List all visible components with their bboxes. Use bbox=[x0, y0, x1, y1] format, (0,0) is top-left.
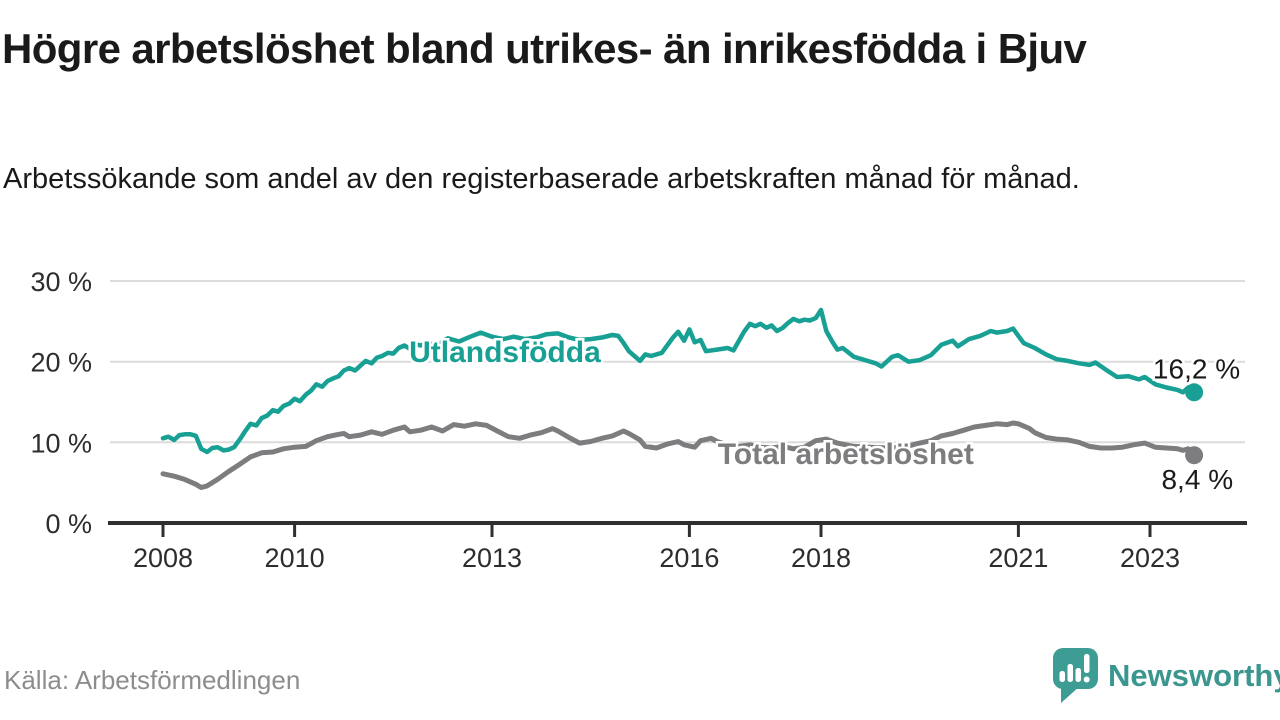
y-axis-tick-label: 20 % bbox=[30, 348, 92, 378]
logo-bubble-tail bbox=[1061, 686, 1080, 703]
x-axis-tick-label: 2013 bbox=[462, 543, 522, 573]
series-line-total-arbetsloshet bbox=[160, 420, 1197, 490]
x-axis-tick-label: 2018 bbox=[791, 543, 851, 573]
logo-bar-2 bbox=[1067, 664, 1073, 682]
x-axis-tick-label: 2010 bbox=[265, 543, 325, 573]
x-axis-tick-label: 2008 bbox=[133, 543, 193, 573]
series-end-dot-total-arbetsloshet bbox=[1185, 446, 1204, 465]
series-label-utlandsfodda: Utlandsfödda bbox=[409, 336, 601, 369]
logo-bar-1 bbox=[1059, 671, 1065, 682]
logo-bubble bbox=[1053, 648, 1098, 689]
y-axis-tick-label: 0 % bbox=[45, 509, 92, 539]
logo-exclamation-dot bbox=[1083, 676, 1090, 683]
y-axis-tick-label: 10 % bbox=[30, 428, 92, 458]
chart-layer: 30 % 20 % 10 % 0 % 2008 2010 2013 2016 2018 2021 2… bbox=[30, 267, 1247, 573]
x-axis-tick-label: 2023 bbox=[1120, 543, 1180, 573]
series-end-value-label-total-arbetsloshet: 8,4 % bbox=[1161, 464, 1233, 495]
series-line-utlandsfodda bbox=[160, 307, 1197, 455]
newsworthy-logo: Newsworthy bbox=[1053, 648, 1280, 703]
page-title: Högre arbetslöshet bland utrikes- än inr… bbox=[2, 25, 1087, 72]
page-subtitle: Arbetssökande som andel av den registerb… bbox=[3, 163, 1080, 195]
series-label-total-arbetsloshet: Total arbetslöshet bbox=[718, 438, 974, 471]
logo-bar-3 bbox=[1075, 668, 1081, 682]
newsworthy-wordmark: Newsworthy bbox=[1108, 658, 1280, 693]
newsworthy-logo-icon bbox=[1053, 648, 1098, 703]
x-axis-tick-label: 2021 bbox=[988, 543, 1048, 573]
series-end-value-label-utlandsfodda: 16,2 % bbox=[1153, 353, 1240, 384]
x-axis-tick-label: 2016 bbox=[659, 543, 719, 573]
series-end-dot-utlandsfodda bbox=[1185, 383, 1204, 402]
source-note: Källa: Arbetsförmedlingen bbox=[4, 665, 301, 695]
y-axis-tick-label: 30 % bbox=[30, 267, 92, 297]
logo-exclamation-bar bbox=[1084, 654, 1090, 673]
